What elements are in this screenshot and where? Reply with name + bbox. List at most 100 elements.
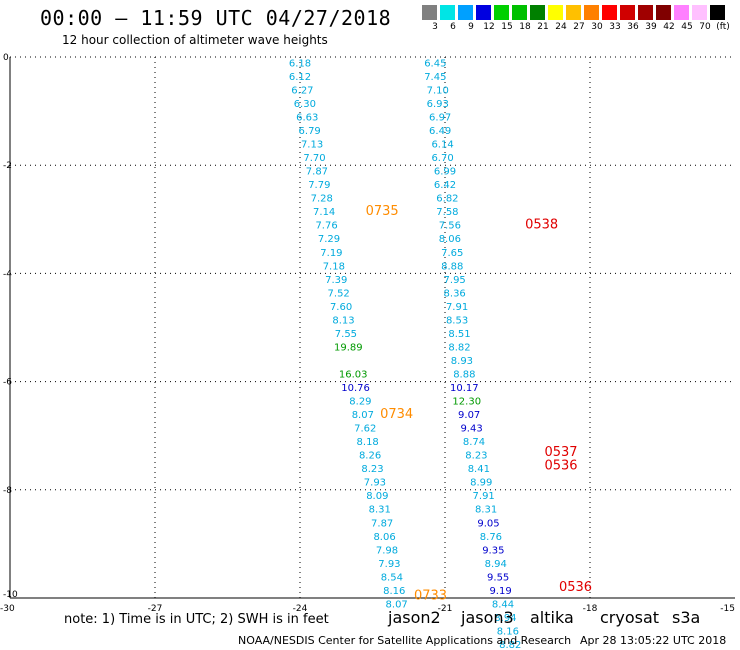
swh-value: 8.16 [497, 626, 519, 637]
scale-swatch [602, 5, 617, 20]
pass-time-label: 0536 [559, 580, 592, 595]
swh-value: 8.74 [463, 437, 485, 448]
swh-value: 6.14 [431, 140, 453, 151]
scale-swatch [512, 5, 527, 20]
swh-value: 7.60 [330, 302, 352, 313]
pass-time-label: 0733 [414, 588, 447, 603]
swh-value: 9.05 [477, 518, 499, 529]
scale-swatch [692, 5, 707, 20]
swh-value: 7.19 [320, 248, 342, 259]
scale-label: 39 [645, 22, 657, 32]
x-tick-label: -24 [293, 604, 308, 614]
legend-altika: altika [530, 608, 574, 627]
y-tick-label: -6 [3, 378, 12, 388]
swh-value: 8.06 [439, 234, 461, 245]
scale-label: 33 [609, 22, 621, 32]
scale-swatch [476, 5, 491, 20]
swh-value: 8.23 [465, 451, 487, 462]
swh-value: 8.88 [441, 261, 463, 272]
scale-label: 15 [501, 22, 513, 32]
swh-value: 16.03 [339, 369, 368, 380]
swh-value: 7.14 [313, 207, 335, 218]
scale-label: 6 [450, 22, 456, 32]
swh-value: 6.42 [434, 180, 456, 191]
swh-value: 7.76 [315, 221, 337, 232]
pass-time-label: 0536 [544, 458, 577, 473]
scale-swatch [584, 5, 599, 20]
credit-line: NOAA/NESDIS Center for Satellite Applica… [238, 634, 572, 647]
swh-value: 7.91 [446, 302, 468, 313]
swh-value: 8.94 [485, 559, 507, 570]
swh-value: 8.82 [448, 342, 470, 353]
swh-value: 6.63 [296, 113, 318, 124]
swh-value: 8.82 [499, 640, 521, 650]
swh-value: 6.70 [431, 153, 453, 164]
scale-swatch [656, 5, 671, 20]
swh-value: 8.99 [470, 478, 492, 489]
scale-swatch [620, 5, 635, 20]
swh-value: 6.93 [427, 99, 449, 110]
swh-value: 8.36 [444, 288, 466, 299]
swh-value: 7.29 [318, 234, 340, 245]
swh-value: 8.76 [480, 532, 502, 543]
swh-value: 8.31 [475, 505, 497, 516]
swh-value: 10.76 [341, 383, 370, 394]
map-subtitle: 12 hour collection of altimeter wave hei… [62, 33, 328, 47]
swh-value: 6.49 [429, 126, 451, 137]
swh-value: 7.93 [364, 478, 386, 489]
swh-value: 7.28 [311, 194, 333, 205]
scale-swatch [710, 5, 725, 20]
scale-swatch [494, 5, 509, 20]
pass-time-label: 0537 [544, 445, 577, 460]
swh-value: 7.13 [301, 140, 323, 151]
scale-label: 3 [432, 22, 438, 32]
swh-value: 8.31 [369, 505, 391, 516]
swh-value: 9.55 [487, 572, 509, 583]
swh-value: 8.18 [357, 437, 379, 448]
y-tick-label: 0 [3, 53, 9, 63]
generation-timestamp: Apr 28 13:05:22 UTC 2018 [580, 634, 727, 647]
swh-value: 7.95 [444, 275, 466, 286]
legend-jason3: jason3 [461, 608, 514, 627]
swh-value: 6.45 [424, 58, 446, 69]
swh-value: 8.13 [332, 315, 354, 326]
scale-label: 21 [537, 22, 549, 32]
swh-value: 7.10 [427, 85, 449, 96]
swh-value: 7.70 [303, 153, 325, 164]
swh-value: 6.99 [434, 167, 456, 178]
swh-value: 8.93 [451, 356, 473, 367]
scale-label: (ft) [716, 22, 730, 32]
swh-value: 7.79 [308, 180, 330, 191]
scale-label: 42 [663, 22, 675, 32]
swh-value: 7.45 [424, 72, 446, 83]
swh-value: 7.55 [335, 329, 357, 340]
scale-swatch [530, 5, 545, 20]
swh-value: 8.53 [446, 315, 468, 326]
swh-value: 7.52 [328, 288, 350, 299]
legend-jason2: jason2 [388, 608, 441, 627]
scale-swatch [458, 5, 473, 20]
scale-label: 24 [555, 22, 567, 32]
footer-note: note: 1) Time is in UTC; 2) SWH is in fe… [64, 612, 329, 627]
swh-value: 6.18 [289, 58, 311, 69]
swh-value: 6.30 [294, 99, 316, 110]
swh-value: 7.58 [436, 207, 458, 218]
x-tick-label: -30 [0, 604, 15, 614]
swh-value: 7.39 [325, 275, 347, 286]
swh-value: 7.18 [323, 261, 345, 272]
swh-value: 8.26 [359, 451, 381, 462]
swh-value: 8.41 [468, 464, 490, 475]
swh-value: 8.94 [494, 613, 516, 624]
scale-label: 36 [627, 22, 639, 32]
swh-value: 7.65 [441, 248, 463, 259]
swh-value: 19.89 [334, 342, 363, 353]
scale-swatch [440, 5, 455, 20]
y-tick-label: -10 [3, 590, 18, 600]
swh-value: 8.88 [453, 369, 475, 380]
swh-value: 8.06 [373, 532, 395, 543]
scale-label: 12 [483, 22, 495, 32]
swh-value: 9.07 [458, 410, 480, 421]
swh-value: 8.29 [349, 397, 371, 408]
swh-value: 6.27 [291, 85, 313, 96]
